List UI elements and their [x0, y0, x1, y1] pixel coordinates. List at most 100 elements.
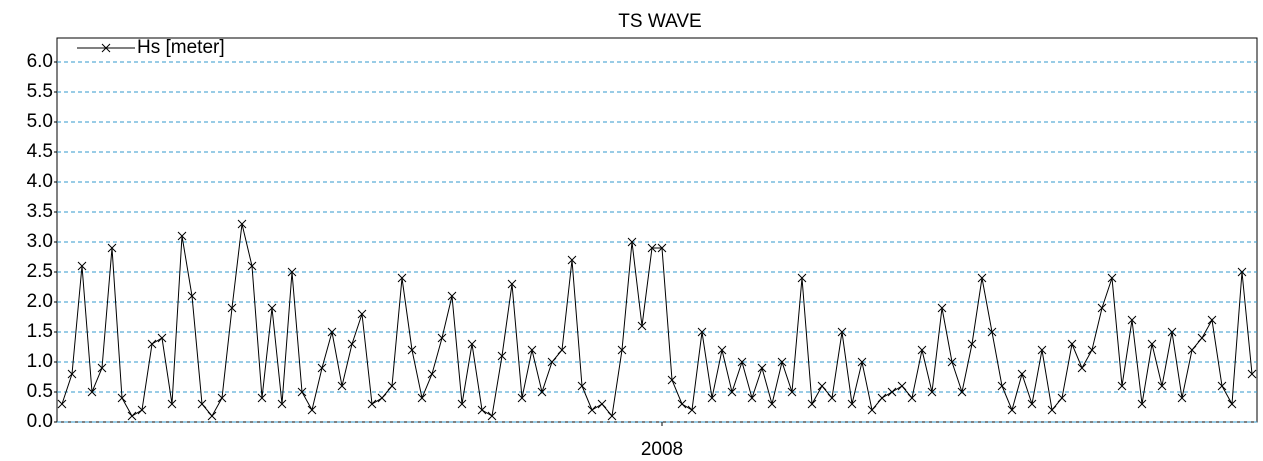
point-marker [267, 303, 277, 313]
point-marker [917, 345, 927, 355]
point-marker [627, 237, 637, 247]
legend-label: Hs [meter] [137, 37, 225, 58]
point-marker [897, 381, 907, 391]
point-marker [77, 261, 87, 271]
point-marker [747, 393, 757, 403]
point-marker [1027, 399, 1037, 409]
point-marker [147, 339, 157, 349]
x-tick-label: 2008 [641, 439, 683, 460]
point-marker [1017, 369, 1027, 379]
point-marker [707, 393, 717, 403]
point-marker [67, 369, 77, 379]
point-marker [307, 405, 317, 415]
plot-area [56, 37, 1258, 423]
point-marker [247, 261, 257, 271]
y-tick-label: 2.0 [27, 291, 53, 312]
point-marker [217, 393, 227, 403]
y-tick-label: 3.0 [27, 231, 53, 252]
point-marker [957, 387, 967, 397]
point-marker [187, 291, 197, 301]
point-marker [877, 393, 887, 403]
point-marker [287, 267, 297, 277]
point-marker [1047, 405, 1057, 415]
y-tick-label: 4.0 [27, 171, 53, 192]
point-marker [547, 357, 557, 367]
point-marker [1007, 405, 1017, 415]
point-marker [1137, 399, 1147, 409]
point-marker [1177, 393, 1187, 403]
point-marker [1147, 339, 1157, 349]
point-marker [1077, 363, 1087, 373]
point-marker [837, 327, 847, 337]
point-marker [587, 405, 597, 415]
y-tick-label: 5.0 [27, 111, 53, 132]
point-marker [337, 381, 347, 391]
point-marker [197, 399, 207, 409]
point-marker [757, 363, 767, 373]
point-marker [1227, 399, 1237, 409]
point-marker [617, 345, 627, 355]
point-marker [387, 381, 397, 391]
point-marker [637, 321, 647, 331]
point-marker [947, 357, 957, 367]
point-marker [607, 411, 617, 421]
point-marker [787, 387, 797, 397]
point-marker [737, 357, 747, 367]
point-marker [397, 273, 407, 283]
point-marker [467, 339, 477, 349]
point-marker [717, 345, 727, 355]
y-tick-label: 4.5 [27, 141, 53, 162]
point-marker [857, 357, 867, 367]
point-marker [1037, 345, 1047, 355]
point-marker [407, 345, 417, 355]
y-tick-label: 1.5 [27, 321, 53, 342]
point-marker [697, 327, 707, 337]
point-marker [237, 219, 247, 229]
point-marker [537, 387, 547, 397]
point-marker [357, 309, 367, 319]
y-tick-label: 2.5 [27, 261, 53, 282]
y-tick-label: 6.0 [27, 51, 53, 72]
point-marker [1127, 315, 1137, 325]
point-marker [647, 243, 657, 253]
point-marker [1187, 345, 1197, 355]
point-marker [377, 393, 387, 403]
y-tick-label: 0.0 [27, 411, 53, 432]
point-marker [867, 405, 877, 415]
point-marker [997, 381, 1007, 391]
point-marker [117, 393, 127, 403]
point-marker [687, 405, 697, 415]
point-marker [577, 381, 587, 391]
point-marker [967, 339, 977, 349]
point-marker [417, 393, 427, 403]
point-marker [137, 405, 147, 415]
point-marker [727, 387, 737, 397]
point-marker [977, 273, 987, 283]
point-marker [1217, 381, 1227, 391]
y-tick-label: 1.0 [27, 351, 53, 372]
point-marker [87, 387, 97, 397]
point-marker [157, 333, 167, 343]
point-marker [1117, 381, 1127, 391]
point-marker [1057, 393, 1067, 403]
point-marker [347, 339, 357, 349]
point-marker [437, 333, 447, 343]
point-marker [597, 399, 607, 409]
point-marker [477, 405, 487, 415]
point-marker [427, 369, 437, 379]
point-marker [1157, 381, 1167, 391]
point-marker [817, 381, 827, 391]
point-marker [927, 387, 937, 397]
point-marker [667, 375, 677, 385]
y-tick-label: 0.5 [27, 381, 53, 402]
point-marker [107, 243, 117, 253]
point-marker [277, 399, 287, 409]
point-marker [557, 345, 567, 355]
chart-title: TS WAVE [618, 11, 701, 32]
point-marker [97, 363, 107, 373]
point-marker [497, 351, 507, 361]
point-marker [127, 411, 137, 421]
point-marker [677, 399, 687, 409]
point-marker [367, 399, 377, 409]
